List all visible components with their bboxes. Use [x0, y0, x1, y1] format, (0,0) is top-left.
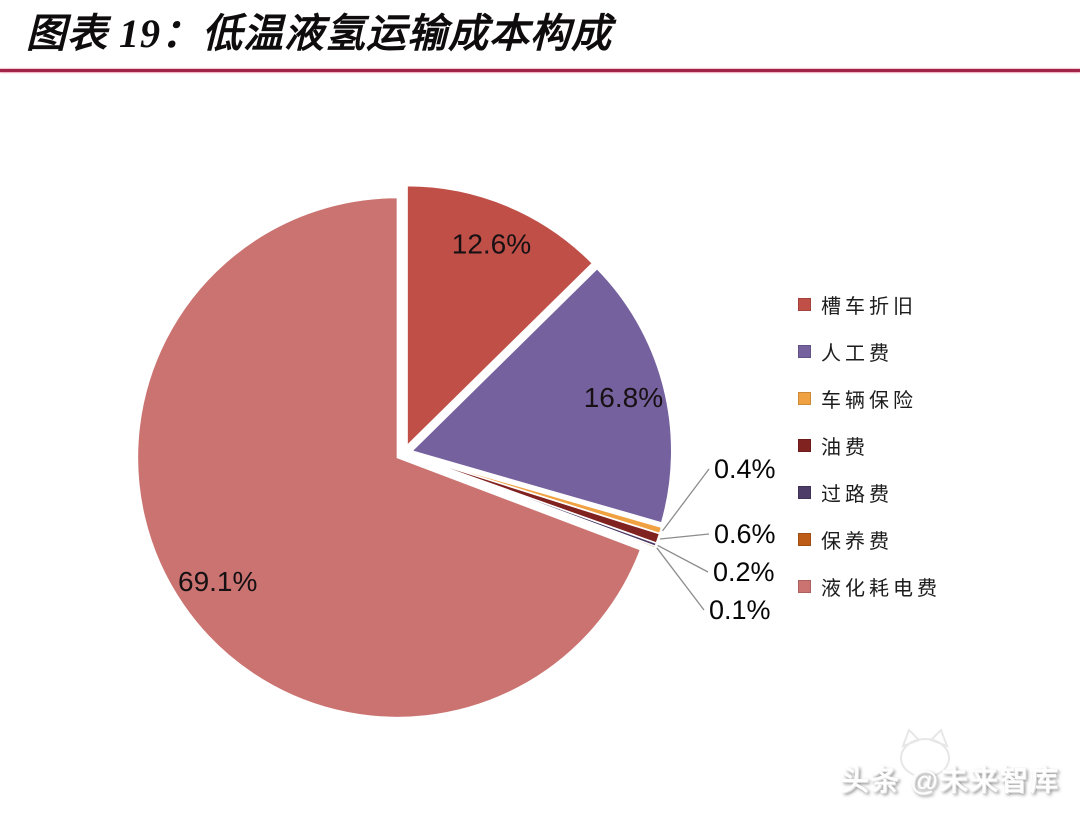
legend-item-5: 过路费 [798, 482, 941, 506]
legend-item-6: 保养费 [798, 529, 941, 553]
slice-label-outside: 0.2% [713, 557, 775, 587]
legend-swatch [798, 532, 811, 546]
legend-label: 油费 [821, 436, 869, 459]
slice-label-inside: 69.1% [178, 566, 257, 597]
chart-legend: 槽车折旧人工费车辆保险油费过路费保养费液化耗电费 [798, 294, 941, 623]
legend-label: 保养费 [821, 530, 893, 553]
leader-line [657, 544, 709, 573]
page-title: 图表 19：低温液氢运输成本构成 [26, 11, 612, 56]
watermark-text: 头条 @未来智库 [840, 765, 1060, 796]
legend-swatch [798, 438, 811, 452]
legend-item-4: 油费 [798, 435, 941, 459]
slice-label-outside: 0.6% [714, 519, 776, 549]
pie-slice-7 [136, 196, 642, 719]
legend-swatch [798, 391, 811, 405]
title-underline [0, 69, 1080, 72]
legend-swatch [798, 485, 811, 499]
legend-label: 人工费 [821, 342, 893, 365]
legend-label: 液化耗电费 [821, 577, 941, 600]
leader-line [661, 468, 710, 532]
legend-item-2: 人工费 [798, 341, 941, 365]
legend-swatch [798, 344, 811, 358]
leader-line [659, 533, 710, 540]
legend-item-7: 液化耗电费 [798, 576, 941, 600]
legend-swatch [798, 579, 811, 593]
slice-label-inside: 12.6% [452, 229, 531, 260]
slice-label-outside: 0.4% [714, 454, 776, 484]
pie-slice-1 [406, 184, 594, 448]
legend-label: 车辆保险 [821, 389, 917, 412]
legend-item-1: 槽车折旧 [798, 294, 941, 318]
pie-slice-6 [411, 455, 657, 549]
toutiao-logo-watermark [900, 728, 950, 778]
legend-label: 过路费 [821, 483, 893, 506]
slice-label-inside: 16.8% [584, 382, 663, 413]
legend-label: 槽车折旧 [821, 295, 917, 318]
leader-line [656, 547, 705, 611]
legend-item-3: 车辆保险 [798, 388, 941, 412]
legend-swatch [798, 297, 811, 311]
pie-slice-2 [410, 267, 673, 524]
slice-label-outside: 0.1% [709, 595, 771, 625]
